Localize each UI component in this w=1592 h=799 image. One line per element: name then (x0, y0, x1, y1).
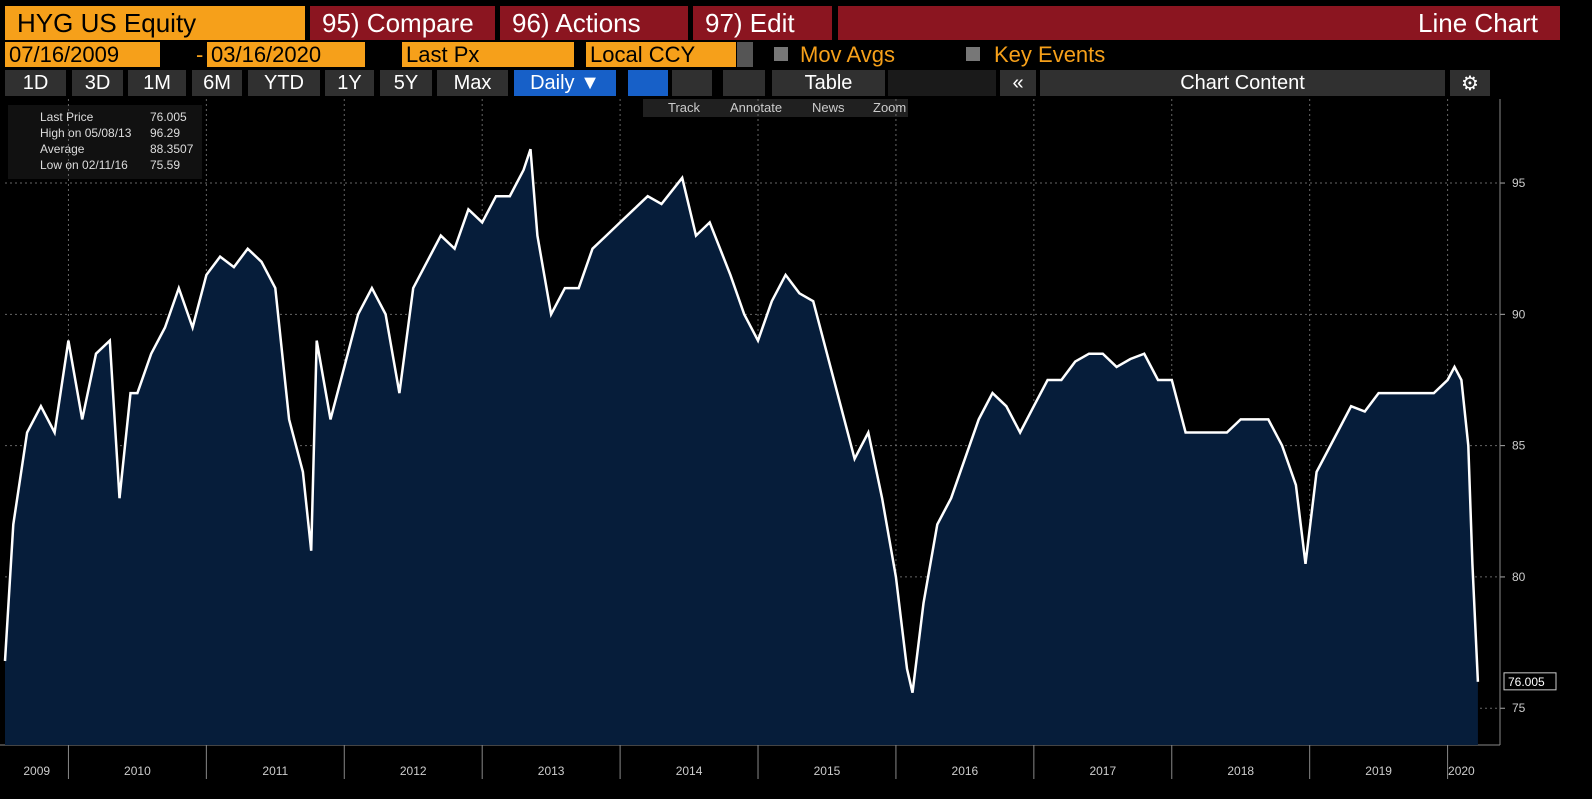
period-button[interactable]: 6M (192, 70, 242, 96)
y-tick-label: 80 (1512, 570, 1526, 584)
y-tick-label: 85 (1512, 439, 1526, 453)
period-button[interactable]: 5Y (380, 70, 432, 96)
table-button[interactable]: Table (772, 70, 885, 96)
field[interactable]: Last Px (402, 42, 574, 67)
y-tick-label: 75 (1512, 701, 1526, 715)
period-button[interactable]: 3D (72, 70, 123, 96)
checkbox[interactable] (774, 47, 788, 61)
x-tick-label: 2019 (1365, 764, 1392, 778)
end-date[interactable]: 03/16/2020 (207, 42, 365, 67)
actions-button[interactable]: 96) Actions (500, 6, 688, 40)
checkbox[interactable] (966, 47, 980, 61)
view-title: Line Chart (838, 6, 1560, 40)
y-tick-label: 90 (1512, 307, 1526, 321)
legend-label: Last Price (40, 110, 94, 124)
x-tick-label: 2013 (538, 764, 565, 778)
tool: Zoom (873, 100, 906, 115)
x-tick-label: 2017 (1089, 764, 1116, 778)
security[interactable]: HYG US Equity (5, 6, 305, 40)
key-events[interactable]: Key Events (994, 41, 1106, 67)
legend-label: Average (40, 142, 85, 156)
dropdown[interactable] (723, 70, 765, 96)
edit-button[interactable]: 97) Edit (693, 6, 832, 40)
period-button[interactable]: YTD (248, 70, 320, 96)
x-tick-label: 2016 (952, 764, 979, 778)
settings-button[interactable]: ⚙ (1450, 70, 1490, 96)
x-tick-label: 2012 (400, 764, 427, 778)
x-tick-label: 2018 (1227, 764, 1254, 778)
x-tick-label: 2009 (23, 764, 50, 778)
period-button[interactable]: 1M (128, 70, 186, 96)
chart-content[interactable]: Chart Content (1040, 70, 1445, 96)
price-line (3, 148, 1480, 693)
currency[interactable]: Local CCY (586, 42, 736, 67)
tool: Annotate (730, 100, 782, 115)
period-button[interactable]: 1Y (325, 70, 374, 96)
legend-label: High on 05/08/13 (40, 126, 132, 140)
legend-value: 88.3507 (150, 142, 194, 156)
frequency[interactable]: Daily ▼ (514, 70, 616, 96)
legend-value: 76.005 (150, 110, 187, 124)
x-tick-label: 2015 (814, 764, 841, 778)
legend-value: 75.59 (150, 158, 180, 172)
tool: Track (668, 100, 701, 115)
tool: News (812, 100, 845, 115)
mov-avgs[interactable]: Mov Avgs (800, 41, 895, 67)
start-date[interactable]: 07/16/2009 (5, 42, 160, 67)
last-price-label: 76.005 (1508, 675, 1545, 689)
compare-button[interactable]: 95) Compare (310, 6, 495, 40)
legend-label: Low on 02/11/16 (40, 158, 128, 172)
period-button[interactable]: Max (437, 70, 508, 96)
date-separator: - (196, 41, 204, 67)
collapse-button[interactable]: « (1000, 70, 1036, 96)
y-tick-label: 95 (1512, 176, 1526, 190)
line-icon[interactable] (628, 70, 668, 96)
area-fill (5, 149, 1478, 745)
x-tick-label: 2011 (262, 764, 288, 778)
period-button[interactable]: 1D (5, 70, 66, 96)
x-tick-label: 2010 (124, 764, 151, 778)
x-tick-label: 2014 (676, 764, 703, 778)
currency-dropdown[interactable] (737, 42, 753, 67)
spacer (888, 70, 996, 96)
last-price-box (1503, 672, 1557, 691)
tool-bar (643, 99, 908, 117)
legend-box (8, 105, 202, 179)
chart: Track Annotate News Zoom Last Price 76.005 Hig… (0, 99, 1557, 779)
x-tick-label: 2020 (1448, 764, 1475, 778)
legend-value: 96.29 (150, 126, 180, 140)
bar-icon[interactable] (672, 70, 712, 96)
